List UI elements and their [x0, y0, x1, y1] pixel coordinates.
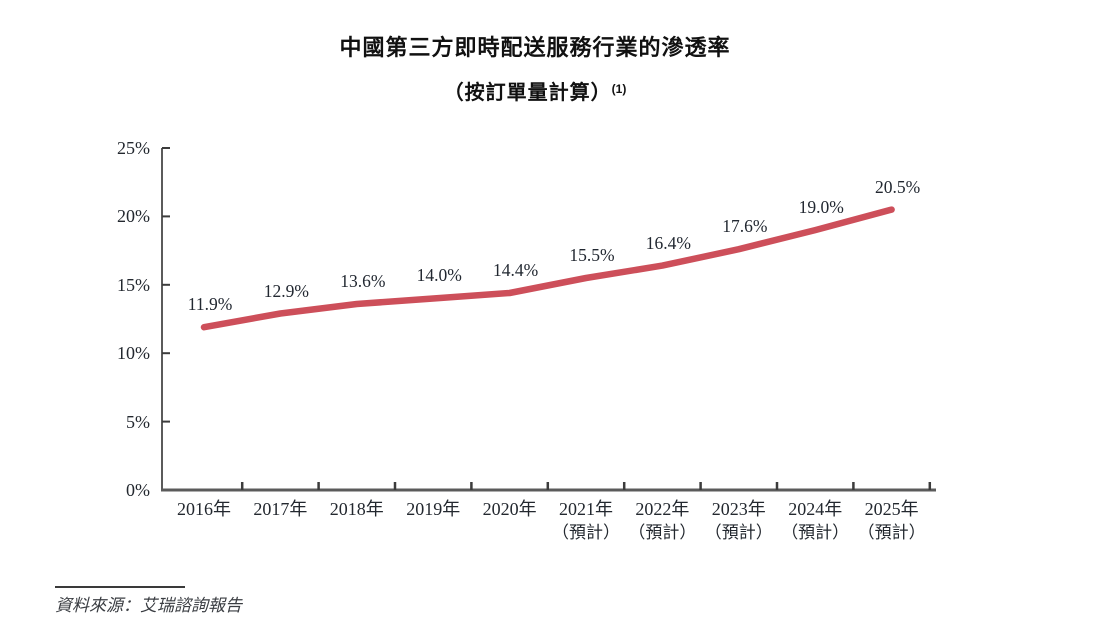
x-axis-year: 2017年: [253, 499, 308, 519]
data-point-label: 19.0%: [798, 197, 844, 218]
y-axis-label: 15%: [117, 274, 150, 295]
footnote-divider: [55, 586, 185, 588]
x-axis-year: 2024年: [788, 499, 843, 519]
x-axis-forecast-note: （預計）: [857, 523, 926, 542]
chart-heading: 中國第三方即時配送服務行業的滲透率 （按訂單量計算）(1): [0, 0, 1070, 106]
y-axis-label: 25%: [117, 138, 150, 158]
y-axis-label: 10%: [117, 343, 150, 364]
data-point-label: 16.4%: [645, 232, 691, 253]
chart-subtitle: （按訂單量計算）(1): [0, 76, 1070, 106]
x-axis-label: 2020年: [453, 497, 567, 521]
x-axis-label: 2021年 （預計）: [529, 497, 643, 545]
x-axis-label: 2018年: [300, 497, 414, 521]
x-axis-forecast-note: （預計）: [781, 523, 850, 542]
chart-title: 中國第三方即時配送服務行業的滲透率: [339, 35, 731, 60]
chart-footer: 資料來源：艾瑞諮詢報告: [55, 586, 242, 617]
data-point-label: 14.4%: [492, 260, 539, 280]
x-axis-forecast-note: （預計）: [704, 523, 773, 542]
x-axis-label: 2017年: [223, 497, 337, 521]
x-axis-label: 2019年: [376, 497, 490, 521]
data-point-label: 12.9%: [263, 280, 309, 301]
x-axis-label: 2016年: [147, 497, 261, 521]
x-axis-year: 2022年: [635, 499, 690, 519]
y-axis-label: 0%: [126, 480, 150, 500]
data-point-label: 13.6%: [340, 270, 386, 291]
x-axis-year: 2016年: [177, 499, 231, 519]
penetration-rate-line: [200, 206, 895, 331]
y-axis-label: 5%: [126, 411, 150, 432]
data-point-label: 17.6%: [722, 216, 768, 237]
x-axis-year: 2021年: [559, 499, 613, 519]
y-axis-label: 20%: [117, 206, 150, 227]
data-point-label: 20.5%: [874, 176, 921, 197]
x-axis-label: 2023年 （預計）: [682, 497, 796, 545]
x-axis-label: 2025年 （預計）: [835, 497, 949, 545]
x-axis-forecast-note: （預計）: [552, 523, 620, 542]
x-axis-label: 2022年 （預計）: [605, 497, 719, 545]
footnote-marker: (1): [611, 82, 627, 96]
data-point-label: 11.9%: [187, 294, 233, 315]
x-axis-year: 2025年: [864, 499, 919, 519]
x-axis-year: 2019年: [406, 499, 461, 519]
data-point-label: 14.0%: [416, 265, 462, 286]
x-axis-forecast-note: （預計）: [628, 523, 697, 542]
x-axis-year: 2023年: [711, 499, 766, 519]
chart-subtitle-text: （按訂單量計算）: [443, 82, 612, 104]
data-point-label: 15.5%: [569, 244, 615, 265]
x-axis-year: 2020年: [482, 499, 537, 519]
source-note: 資料來源：艾瑞諮詢報告: [55, 596, 242, 615]
x-axis-label: 2024年 （預計）: [758, 497, 872, 545]
x-axis-year: 2018年: [329, 499, 384, 519]
